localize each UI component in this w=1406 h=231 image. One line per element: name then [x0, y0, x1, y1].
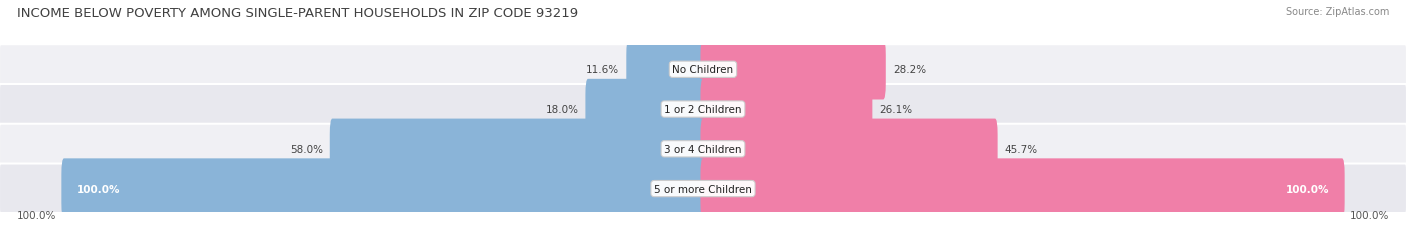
Text: INCOME BELOW POVERTY AMONG SINGLE-PARENT HOUSEHOLDS IN ZIP CODE 93219: INCOME BELOW POVERTY AMONG SINGLE-PARENT… — [17, 7, 578, 20]
FancyBboxPatch shape — [700, 159, 1344, 219]
FancyBboxPatch shape — [626, 40, 706, 100]
FancyBboxPatch shape — [330, 119, 706, 179]
FancyBboxPatch shape — [0, 45, 1406, 95]
FancyBboxPatch shape — [700, 119, 998, 179]
FancyBboxPatch shape — [0, 124, 1406, 174]
FancyBboxPatch shape — [62, 159, 706, 219]
FancyBboxPatch shape — [0, 85, 1406, 134]
Text: 45.7%: 45.7% — [1005, 144, 1038, 154]
Text: 100.0%: 100.0% — [17, 210, 56, 220]
Text: 28.2%: 28.2% — [893, 65, 927, 75]
Text: 1 or 2 Children: 1 or 2 Children — [664, 105, 742, 115]
Text: 100.0%: 100.0% — [1350, 210, 1389, 220]
FancyBboxPatch shape — [585, 79, 706, 140]
Text: No Children: No Children — [672, 65, 734, 75]
Text: 11.6%: 11.6% — [586, 65, 619, 75]
Text: 5 or more Children: 5 or more Children — [654, 184, 752, 194]
Text: 3 or 4 Children: 3 or 4 Children — [664, 144, 742, 154]
FancyBboxPatch shape — [0, 164, 1406, 214]
Text: 58.0%: 58.0% — [290, 144, 323, 154]
FancyBboxPatch shape — [700, 40, 886, 100]
Text: 100.0%: 100.0% — [77, 184, 120, 194]
FancyBboxPatch shape — [700, 79, 872, 140]
Text: 26.1%: 26.1% — [879, 105, 912, 115]
Text: 100.0%: 100.0% — [1286, 184, 1329, 194]
Text: Source: ZipAtlas.com: Source: ZipAtlas.com — [1285, 7, 1389, 17]
Text: 18.0%: 18.0% — [546, 105, 578, 115]
